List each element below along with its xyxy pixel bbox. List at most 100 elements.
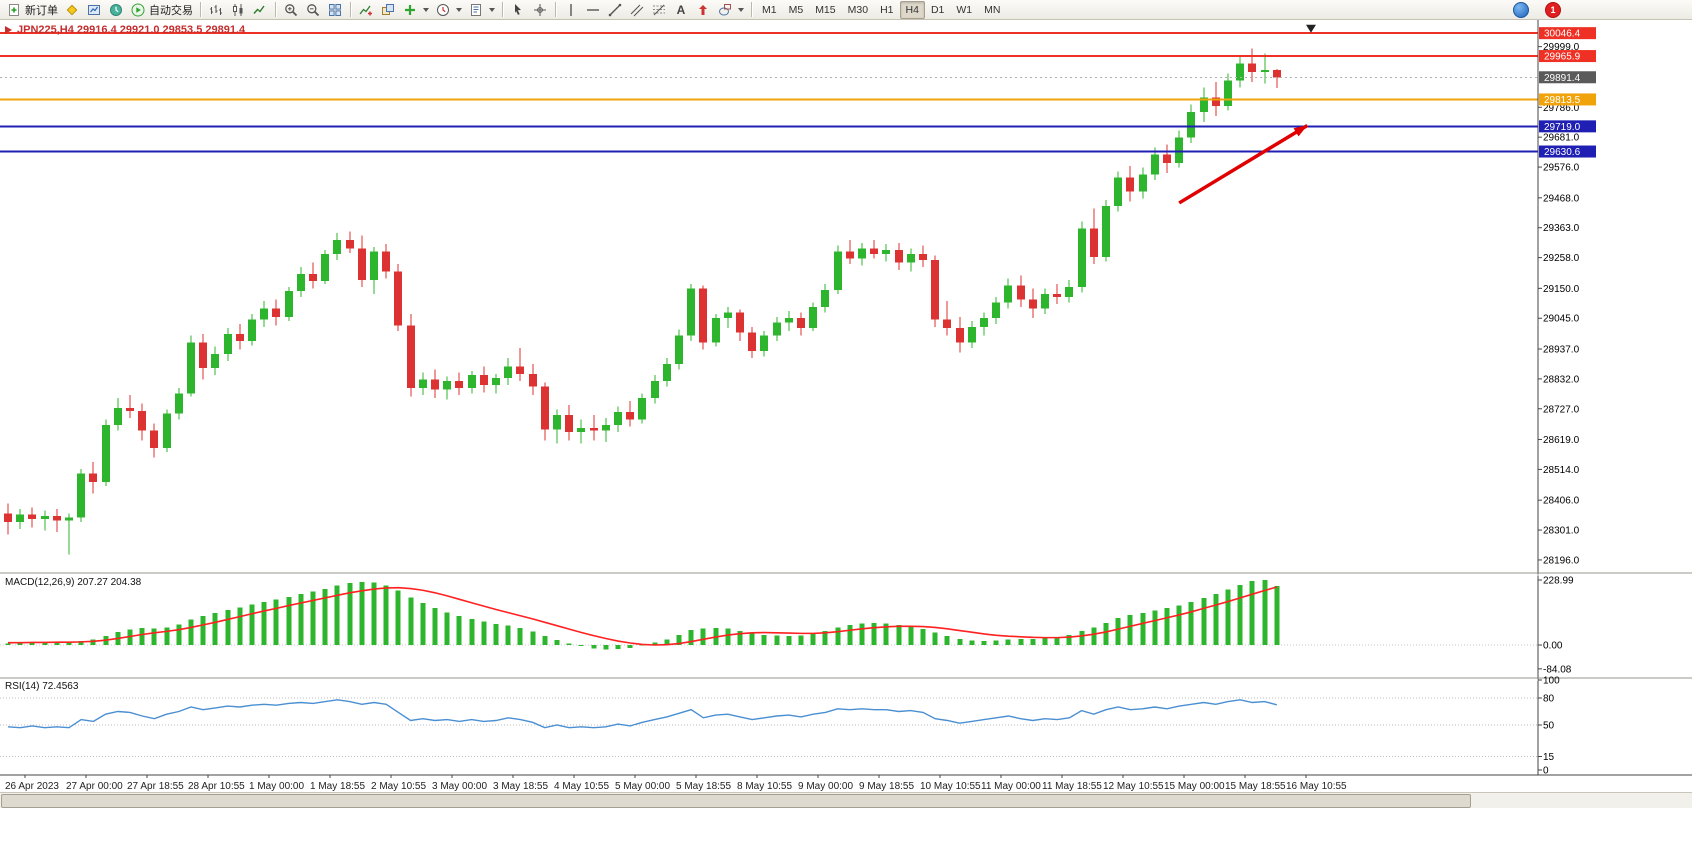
auto-trading-icon <box>131 3 145 16</box>
indicators-button[interactable] <box>355 1 377 19</box>
bar-chart-button[interactable] <box>205 1 227 19</box>
dropdown-caret-icon <box>489 7 495 12</box>
shapes-button[interactable] <box>714 1 747 19</box>
svg-text:15: 15 <box>1543 752 1555 763</box>
charts-button[interactable] <box>83 1 105 19</box>
notification-icon[interactable]: 1 <box>1545 1 1561 18</box>
bar-chart-icon <box>210 4 222 15</box>
svg-text:28514.0: 28514.0 <box>1543 465 1580 476</box>
scrollbar-thumb[interactable] <box>1 794 1471 808</box>
new-order-button[interactable]: 新订单 <box>3 1 61 19</box>
zoom-out-icon <box>307 3 320 16</box>
svg-text:50: 50 <box>1543 721 1555 732</box>
periods-icon <box>437 3 449 16</box>
svg-text:28406.0: 28406.0 <box>1543 496 1580 507</box>
rsi-label: RSI(14) 72.4563 <box>5 681 79 692</box>
svg-text:28727.0: 28727.0 <box>1543 404 1580 415</box>
svg-text:29813.5: 29813.5 <box>1544 95 1581 106</box>
svg-text:29150.0: 29150.0 <box>1543 284 1580 295</box>
macd-label: MACD(12,26,9) 207.27 204.38 <box>5 577 142 588</box>
horizontal-line-button[interactable] <box>582 1 604 19</box>
line-chart-button[interactable] <box>249 1 271 19</box>
toolbar-divider <box>751 2 752 17</box>
indicators-icon <box>359 5 372 15</box>
timeframe-w1[interactable]: W1 <box>950 1 978 19</box>
crosshair-button[interactable] <box>529 1 551 19</box>
timeframe-h4[interactable]: H4 <box>899 0 925 19</box>
svg-text:29891.4: 29891.4 <box>1544 73 1581 84</box>
trend-arrow-annotation <box>1293 125 1308 137</box>
auto-trading-button[interactable]: 自动交易 <box>127 1 196 19</box>
text-button[interactable]: A <box>670 1 692 19</box>
rsi-layer <box>7 699 1277 729</box>
timeframe-m1[interactable]: M1 <box>756 1 783 19</box>
trendline-button[interactable] <box>604 1 626 19</box>
dropdown-caret-icon <box>456 7 462 12</box>
crosshair-icon <box>534 3 546 16</box>
metaeditor-icon <box>66 4 78 15</box>
svg-text:3 May 18:55: 3 May 18:55 <box>493 781 548 792</box>
horizontal-scrollbar[interactable] <box>0 792 1692 808</box>
zoom-out-button[interactable] <box>302 1 324 19</box>
svg-text:80: 80 <box>1543 694 1555 705</box>
market-watch-button[interactable] <box>105 1 127 19</box>
channel-button[interactable] <box>626 1 648 19</box>
hlines-layer[interactable] <box>0 32 1538 153</box>
toolbar-divider <box>275 2 276 17</box>
svg-text:1 May 00:00: 1 May 00:00 <box>249 781 304 792</box>
timeframe-m15[interactable]: M15 <box>809 1 841 19</box>
timeframe-mn[interactable]: MN <box>978 1 1006 19</box>
toolbar-divider <box>555 2 556 17</box>
vertical-line-button[interactable] <box>560 1 582 19</box>
metaeditor-button[interactable] <box>61 1 83 19</box>
svg-text:15 May 18:55: 15 May 18:55 <box>1225 781 1286 792</box>
svg-text:29999.0: 29999.0 <box>1543 42 1580 53</box>
svg-text:28 Apr 10:55: 28 Apr 10:55 <box>188 781 245 792</box>
tile-windows-button[interactable] <box>324 1 346 19</box>
cursor-button[interactable] <box>507 1 529 19</box>
candlestick-chart-button[interactable] <box>227 1 249 19</box>
add-indicator-button[interactable] <box>399 1 432 19</box>
svg-text:11 May 00:00: 11 May 00:00 <box>981 781 1041 792</box>
fibonacci-button[interactable] <box>648 1 670 19</box>
objects-button[interactable] <box>377 1 399 19</box>
svg-text:0: 0 <box>1543 766 1549 777</box>
svg-text:1 May 18:55: 1 May 18:55 <box>310 781 365 792</box>
svg-text:29786.0: 29786.0 <box>1543 103 1580 114</box>
zoom-in-icon <box>285 3 298 16</box>
svg-text:29045.0: 29045.0 <box>1543 314 1580 325</box>
timeframe-h1[interactable]: H1 <box>874 1 899 19</box>
svg-text:9 May 18:55: 9 May 18:55 <box>859 781 914 792</box>
svg-text:15 May 00:00: 15 May 00:00 <box>1164 781 1225 792</box>
trendline-icon <box>608 3 622 16</box>
svg-text:11 May 18:55: 11 May 18:55 <box>1042 781 1102 792</box>
fibonacci-icon <box>653 4 665 15</box>
new-order-icon <box>9 3 19 16</box>
periods-button[interactable] <box>432 1 465 19</box>
cursor-icon <box>515 3 521 15</box>
timeframe-m5[interactable]: M5 <box>783 1 810 19</box>
objects-icon <box>382 3 394 15</box>
line-chart-icon <box>253 5 265 14</box>
chart-canvas[interactable]: 29999.0 29786.0 29681.0 29576.0 29468.0 29363… <box>0 20 1692 855</box>
mql5-icon[interactable] <box>1513 1 1529 18</box>
svg-text:4 May 10:55: 4 May 10:55 <box>554 781 609 792</box>
text-icon: A <box>677 3 686 17</box>
zoom-in-button[interactable] <box>280 1 302 19</box>
svg-text:2 May 10:55: 2 May 10:55 <box>371 781 426 792</box>
templates-button[interactable] <box>465 1 498 19</box>
annotations-layer[interactable] <box>1178 24 1316 205</box>
one-click-trading-toggle[interactable] <box>5 26 12 34</box>
arrows-button[interactable] <box>692 1 714 19</box>
axis-layer: 29999.0 29786.0 29681.0 29576.0 29468.0 29363… <box>0 20 1692 792</box>
svg-text:26 Apr 2023: 26 Apr 2023 <box>5 781 59 792</box>
timeframe-d1[interactable]: D1 <box>925 1 950 19</box>
svg-text:29258.0: 29258.0 <box>1543 253 1580 264</box>
arrows-icon <box>699 4 707 15</box>
timeframe-m30[interactable]: M30 <box>842 1 874 19</box>
svg-text:A: A <box>677 3 686 17</box>
svg-text:28937.0: 28937.0 <box>1543 344 1580 355</box>
svg-text:27 Apr 00:00: 27 Apr 00:00 <box>66 781 123 792</box>
chart-window: 29999.0 29786.0 29681.0 29576.0 29468.0 29363… <box>0 20 1692 855</box>
dropdown-caret-icon <box>423 7 429 12</box>
